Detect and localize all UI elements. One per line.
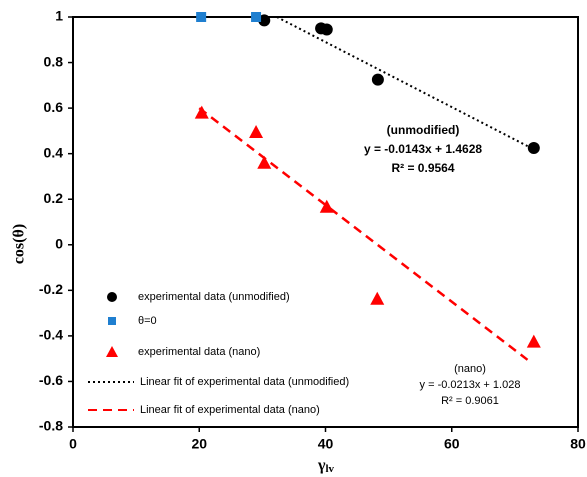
annotation: y = -0.0143x + 1.4628 xyxy=(364,142,482,156)
annotation: y = -0.0213x + 1.028 xyxy=(420,379,521,391)
x-tick-label: 20 xyxy=(191,436,207,452)
point xyxy=(196,12,207,22)
fit-line xyxy=(276,16,535,151)
annotation: R² = 0.9564 xyxy=(391,161,454,175)
legend-label: Linear fit of experimental data (unmodif… xyxy=(140,376,349,388)
point xyxy=(194,105,209,119)
legend-marker xyxy=(107,292,117,302)
y-tick-label: 0.6 xyxy=(44,99,64,115)
point xyxy=(370,291,385,305)
legend-label: Linear fit of experimental data (nano) xyxy=(140,404,320,416)
point xyxy=(371,73,384,86)
point xyxy=(251,12,262,22)
point xyxy=(257,155,272,169)
y-tick-label: -0.2 xyxy=(39,281,63,297)
y-tick-label: 0.4 xyxy=(44,144,64,160)
point xyxy=(320,23,333,36)
y-tick-label: -0.8 xyxy=(39,418,63,434)
y-tick-label: 1 xyxy=(55,8,63,24)
annotation: (nano) xyxy=(454,363,486,375)
y-tick-label: 0.8 xyxy=(44,53,64,69)
y-tick-label: 0 xyxy=(55,235,63,251)
x-tick-label: 80 xyxy=(570,436,586,452)
y-tick-label: 0.2 xyxy=(44,190,64,206)
point xyxy=(249,125,264,139)
point xyxy=(258,14,271,27)
x-tick-label: 40 xyxy=(318,436,334,452)
x-axis-symbol: γ xyxy=(317,457,326,474)
fit-line xyxy=(198,107,529,361)
legend-marker xyxy=(106,346,118,357)
x-tick-label: 60 xyxy=(444,436,460,452)
legend-label: experimental data (nano) xyxy=(138,346,260,358)
legend-label: experimental data (unmodified) xyxy=(138,291,290,303)
x-axis-subscript: lv xyxy=(325,463,334,475)
annotation: (unmodified) xyxy=(387,123,460,137)
y-tick-label: -0.6 xyxy=(39,372,63,388)
point xyxy=(527,141,540,154)
annotation: R² = 0.9061 xyxy=(441,395,499,407)
legend-label: θ=0 xyxy=(138,315,157,327)
x-axis-label: γlv xyxy=(317,457,335,475)
plot-frame xyxy=(72,16,579,428)
legend-marker xyxy=(108,317,116,325)
point xyxy=(526,334,541,348)
y-axis-label: cos(θ) xyxy=(11,224,28,264)
y-tick-label: -0.4 xyxy=(39,327,63,343)
x-tick-label: 0 xyxy=(69,436,77,452)
